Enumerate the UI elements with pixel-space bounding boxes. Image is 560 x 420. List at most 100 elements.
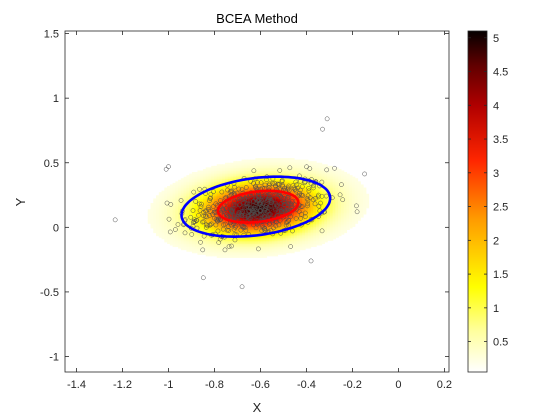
heat-cell xyxy=(305,164,309,167)
heat-cell xyxy=(263,243,268,246)
heat-cell xyxy=(202,201,207,204)
heat-cell xyxy=(313,176,317,179)
heat-cell xyxy=(332,192,337,195)
heat-cell xyxy=(285,167,290,170)
heat-cell xyxy=(277,162,281,165)
heat-cell xyxy=(269,192,273,195)
heat-cell xyxy=(271,173,276,176)
heat-cell xyxy=(338,199,342,203)
data-point xyxy=(197,208,203,213)
heat-cell xyxy=(233,167,237,170)
heat-cell xyxy=(313,168,317,172)
heat-cell xyxy=(263,167,268,170)
heat-cell xyxy=(241,240,245,243)
heat-cell xyxy=(338,229,342,232)
heat-cell xyxy=(335,179,339,182)
heat-cell xyxy=(296,186,301,189)
heat-cell xyxy=(156,209,160,212)
heat-cell xyxy=(161,201,165,204)
heat-cell xyxy=(175,189,179,192)
heat-cell xyxy=(197,207,201,210)
heat-cell xyxy=(346,217,350,220)
heat-cell xyxy=(305,235,309,238)
heat-cell xyxy=(178,240,182,243)
heat-cell xyxy=(285,179,290,182)
data-point xyxy=(255,198,261,204)
heat-cell xyxy=(249,173,254,176)
heat-cell xyxy=(324,213,328,217)
heat-cell xyxy=(307,232,312,235)
heat-cell xyxy=(302,192,306,195)
heat-cell xyxy=(363,199,367,203)
heat-cell xyxy=(219,186,223,189)
heat-cell xyxy=(324,230,328,234)
heat-cell xyxy=(178,215,182,218)
heat-cell xyxy=(282,204,287,207)
heat-cell xyxy=(338,207,342,210)
heat-cell xyxy=(175,186,179,189)
heat-cell xyxy=(282,199,287,203)
heat-cell xyxy=(230,172,234,175)
heat-cell xyxy=(175,227,179,230)
data-point xyxy=(199,201,204,207)
heat-cell xyxy=(313,175,317,178)
heat-cell xyxy=(255,251,259,254)
heat-cell xyxy=(202,181,207,184)
heat-cell xyxy=(349,215,353,218)
heat-cell xyxy=(332,220,337,223)
heat-cell xyxy=(263,224,268,227)
heat-cell xyxy=(153,217,157,220)
heat-cell xyxy=(274,241,279,244)
heat-cell xyxy=(169,212,174,215)
heat-cell xyxy=(164,238,168,241)
heat-cell xyxy=(208,246,212,249)
heat-cell xyxy=(255,158,259,161)
heat-cell xyxy=(266,158,270,161)
heat-cell xyxy=(247,170,251,173)
x-tick-label: 0 xyxy=(395,379,401,391)
heat-cell xyxy=(285,170,290,173)
heat-cell xyxy=(222,165,226,168)
heat-cell xyxy=(153,198,157,201)
heat-cell xyxy=(343,203,348,206)
heat-cell xyxy=(255,244,259,248)
heat-cell xyxy=(280,213,284,217)
heat-cell xyxy=(180,238,185,241)
heat-cell xyxy=(241,168,245,172)
heat-cell xyxy=(351,179,356,182)
heat-cell xyxy=(274,254,279,257)
heat-cell xyxy=(329,196,334,199)
heat-cell xyxy=(280,165,284,168)
heat-cell xyxy=(222,232,226,235)
heat-cell xyxy=(236,248,240,251)
heat-cell xyxy=(211,237,215,240)
data-point xyxy=(208,195,214,201)
heat-cell xyxy=(296,162,301,165)
heat-cell xyxy=(214,224,218,227)
heat-cell xyxy=(354,210,359,213)
heat-cell xyxy=(302,196,306,199)
heat-cell xyxy=(150,206,154,209)
heat-cell xyxy=(238,187,243,190)
heat-cell xyxy=(343,179,348,182)
heat-cell xyxy=(274,235,279,238)
heat-cell xyxy=(269,229,273,232)
heat-cell xyxy=(208,167,212,170)
heat-cell xyxy=(321,198,325,201)
heat-cell xyxy=(340,232,345,235)
heat-cell xyxy=(158,206,163,209)
heat-cell xyxy=(180,201,185,204)
heat-cell xyxy=(269,168,273,172)
heat-cell xyxy=(316,224,320,227)
heat-cell xyxy=(294,199,298,203)
heat-cell xyxy=(236,192,240,195)
heat-cell xyxy=(313,193,317,196)
heat-cell xyxy=(291,213,295,217)
heat-cell xyxy=(175,212,179,215)
heat-cell xyxy=(191,238,196,241)
heat-cell xyxy=(316,190,320,193)
heat-cell xyxy=(233,173,237,176)
heat-cell xyxy=(175,232,179,235)
heat-cell xyxy=(194,227,199,230)
heat-cell xyxy=(249,198,254,201)
